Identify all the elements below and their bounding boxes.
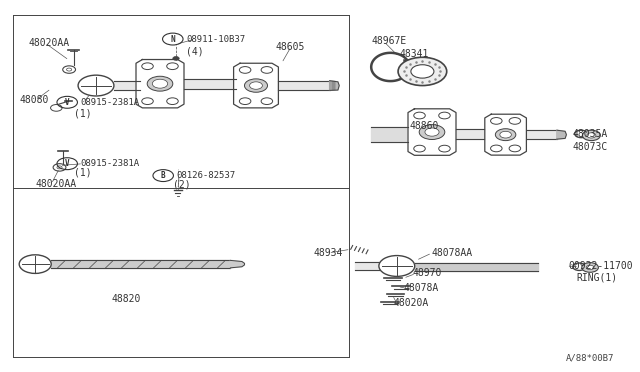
Text: 48020A: 48020A xyxy=(394,298,429,308)
Circle shape xyxy=(379,256,415,276)
Text: 00922-11700: 00922-11700 xyxy=(568,261,633,271)
Text: 08126-82537: 08126-82537 xyxy=(177,171,236,180)
Text: 48934: 48934 xyxy=(314,248,343,258)
Text: V: V xyxy=(65,159,70,168)
Circle shape xyxy=(244,79,268,92)
Polygon shape xyxy=(136,60,184,108)
Text: 48080: 48080 xyxy=(19,96,49,105)
Text: (1): (1) xyxy=(74,168,92,178)
Text: 48035A: 48035A xyxy=(573,129,608,139)
Circle shape xyxy=(173,57,179,60)
Text: (1): (1) xyxy=(74,109,92,118)
Circle shape xyxy=(398,57,447,86)
Polygon shape xyxy=(408,109,456,155)
Text: 48020AA: 48020AA xyxy=(35,179,76,189)
Text: A/88*00B7: A/88*00B7 xyxy=(566,354,614,363)
Text: 48967E: 48967E xyxy=(371,36,406,46)
Polygon shape xyxy=(557,130,566,139)
Text: 48341: 48341 xyxy=(400,49,429,59)
Polygon shape xyxy=(485,114,526,155)
Polygon shape xyxy=(230,260,244,268)
Circle shape xyxy=(250,82,262,89)
Polygon shape xyxy=(330,81,339,90)
Text: 48073C: 48073C xyxy=(573,142,608,152)
Text: 48078AA: 48078AA xyxy=(432,248,473,258)
Circle shape xyxy=(587,133,596,138)
Text: 48820: 48820 xyxy=(112,295,141,304)
Circle shape xyxy=(582,130,600,141)
Circle shape xyxy=(425,128,439,136)
Circle shape xyxy=(78,75,114,96)
Text: N: N xyxy=(170,35,175,44)
Text: 48078A: 48078A xyxy=(403,283,438,293)
Circle shape xyxy=(411,65,434,78)
Circle shape xyxy=(500,131,511,138)
Text: (4): (4) xyxy=(186,46,204,56)
Text: 08915-2381A: 08915-2381A xyxy=(81,159,140,168)
Circle shape xyxy=(582,263,598,272)
Circle shape xyxy=(19,255,51,273)
Circle shape xyxy=(586,265,594,270)
Text: 08915-2381A: 08915-2381A xyxy=(81,98,140,107)
Text: RING(1): RING(1) xyxy=(576,272,617,282)
Text: 48020AA: 48020AA xyxy=(29,38,70,48)
Polygon shape xyxy=(234,63,278,108)
Text: 48605: 48605 xyxy=(275,42,305,51)
Circle shape xyxy=(152,79,168,88)
Text: B: B xyxy=(161,171,166,180)
Text: V: V xyxy=(65,98,70,107)
Text: (2): (2) xyxy=(173,179,191,189)
Text: 48970: 48970 xyxy=(413,269,442,278)
Circle shape xyxy=(495,129,516,141)
Text: 48860: 48860 xyxy=(410,122,439,131)
Circle shape xyxy=(147,76,173,91)
Circle shape xyxy=(419,125,445,140)
Text: 08911-10B37: 08911-10B37 xyxy=(186,35,245,44)
